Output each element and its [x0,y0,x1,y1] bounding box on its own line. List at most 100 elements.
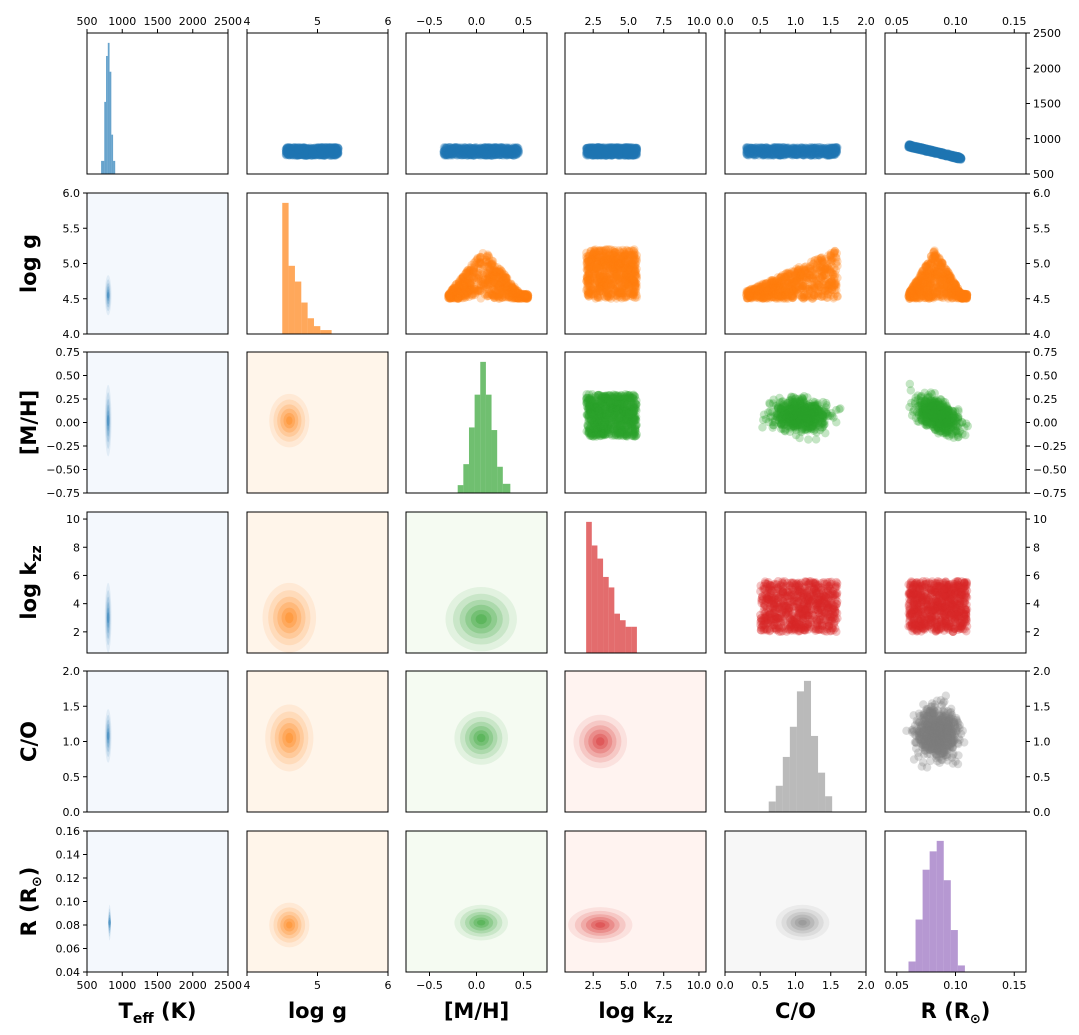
scatter-point [585,143,595,153]
scatter-point [315,151,324,160]
scatter-point [287,146,297,155]
scatter-point [582,248,591,258]
hist-bar-0-5 [111,134,114,174]
scatter-point [454,150,463,159]
scatter-point [508,150,517,160]
scatter-point [600,143,609,152]
scatter-point [329,145,338,155]
scatter-point [458,281,467,291]
scatter-point [460,146,469,156]
scatter-point [594,147,604,156]
scatter-point [301,150,311,160]
scatter-point [501,146,510,155]
scatter-point [476,143,486,153]
scatter-point [621,146,631,155]
scatter-point [455,150,464,160]
scatter-point [329,149,338,159]
scatter-point [471,144,480,153]
scatter-point [459,147,468,156]
scatter-point [304,150,314,159]
scatter-point [614,146,624,155]
scatter-point [588,143,598,152]
scatter-point [480,151,490,160]
scatter-point [588,149,597,159]
scatter-point [309,145,319,154]
scatter-point [502,149,511,158]
scatter-point [466,146,475,156]
scatter-point [295,143,304,153]
panel-frame [564,32,707,175]
scatter-point [604,148,613,157]
scatter-point [298,148,308,157]
scatter-point [621,143,631,153]
scatter-point [627,148,637,157]
scatter-point [602,146,612,155]
scatter-point [446,144,455,154]
scatter-point [608,144,617,154]
scatter-point [618,144,627,153]
scatter-point [331,144,340,153]
scatter-point [475,144,485,154]
scatter-point [469,269,478,278]
scatter-point [623,146,633,156]
scatter-point [625,148,635,157]
scatter-point [492,143,502,153]
scatter-point [623,148,632,158]
scatter-point [582,147,591,157]
scatter-point [298,143,308,152]
scatter-point [601,151,610,160]
scatter-point [475,149,485,159]
scatter-point [454,144,464,153]
scatter-point [327,146,337,155]
scatter-point [317,149,327,158]
scatter-point [481,149,490,158]
scatter-point [471,146,481,155]
scatter-point [314,148,324,157]
scatter-point [466,144,476,153]
scatter-point [598,145,607,155]
scatter-point [604,146,613,156]
scatter-point [286,144,296,153]
scatter-point [626,146,635,155]
scatter-point [506,145,516,154]
scatter-point [506,150,516,159]
scatter-point [513,145,522,155]
scatter-point [596,144,605,154]
scatter-point [617,151,626,160]
scatter-point [514,146,523,155]
scatter-point [597,143,607,152]
scatter-point [282,144,292,153]
scatter-point [464,144,473,153]
scatter-point [831,146,841,155]
scatter-point [627,145,637,154]
scatter-point [618,148,627,157]
scatter-point [489,149,498,158]
scatter-point [312,145,321,155]
scatter-point [606,149,616,159]
scatter-point [625,147,634,157]
scatter-point [301,150,311,159]
scatter-point [492,149,501,158]
scatter-point [297,147,306,156]
scatter-point [610,281,620,290]
scatter-point [303,147,312,157]
scatter-point [508,149,517,158]
scatter-point [492,145,501,154]
scatter-point [318,145,328,154]
scatter-point [603,146,612,156]
scatter-point [307,145,316,154]
scatter-point [476,144,486,153]
scatter-point [298,145,308,154]
scatter-point [440,151,449,160]
scatter-point [323,147,333,156]
scatter-point [328,147,338,156]
scatter-point [312,147,321,156]
scatter-point [595,145,604,154]
scatter-point [470,148,479,157]
scatter-point [597,148,607,157]
hist-bar-1-4 [307,318,314,334]
scatter-point [611,144,621,154]
scatter-point [298,146,308,155]
scatter-point [621,147,631,157]
scatter-point [596,151,605,160]
